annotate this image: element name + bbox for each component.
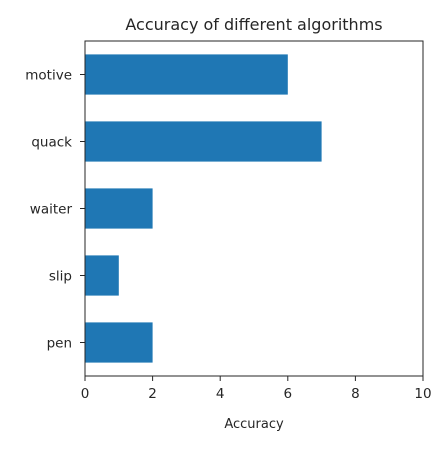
y-tick-label-slip: slip [49, 269, 72, 285]
y-tick-label-waiter: waiter [30, 202, 73, 218]
bar-pen [85, 322, 153, 363]
x-tick-label-6: 6 [284, 386, 293, 402]
plot-area: motive quack waiter slip pen 0 2 4 6 8 10 [25, 40, 432, 402]
x-tick-label-10: 10 [414, 386, 431, 402]
plot-frame [84, 40, 424, 377]
x-tick-label-2: 2 [148, 386, 157, 402]
y-tick-label-pen: pen [47, 336, 72, 352]
y-tick-label-quack: quack [31, 135, 72, 151]
bar-waiter [85, 188, 153, 229]
x-tick-label-4: 4 [216, 386, 225, 402]
bar-quack [85, 121, 322, 162]
x-tick-label-0: 0 [81, 386, 90, 402]
y-tick-label-motive: motive [25, 68, 72, 84]
x-axis-label: Accuracy [224, 417, 284, 432]
bar-motive [85, 54, 288, 95]
chart-title: Accuracy of different algorithms [125, 15, 382, 34]
bar-slip [85, 255, 119, 296]
x-tick-label-8: 8 [351, 386, 360, 402]
